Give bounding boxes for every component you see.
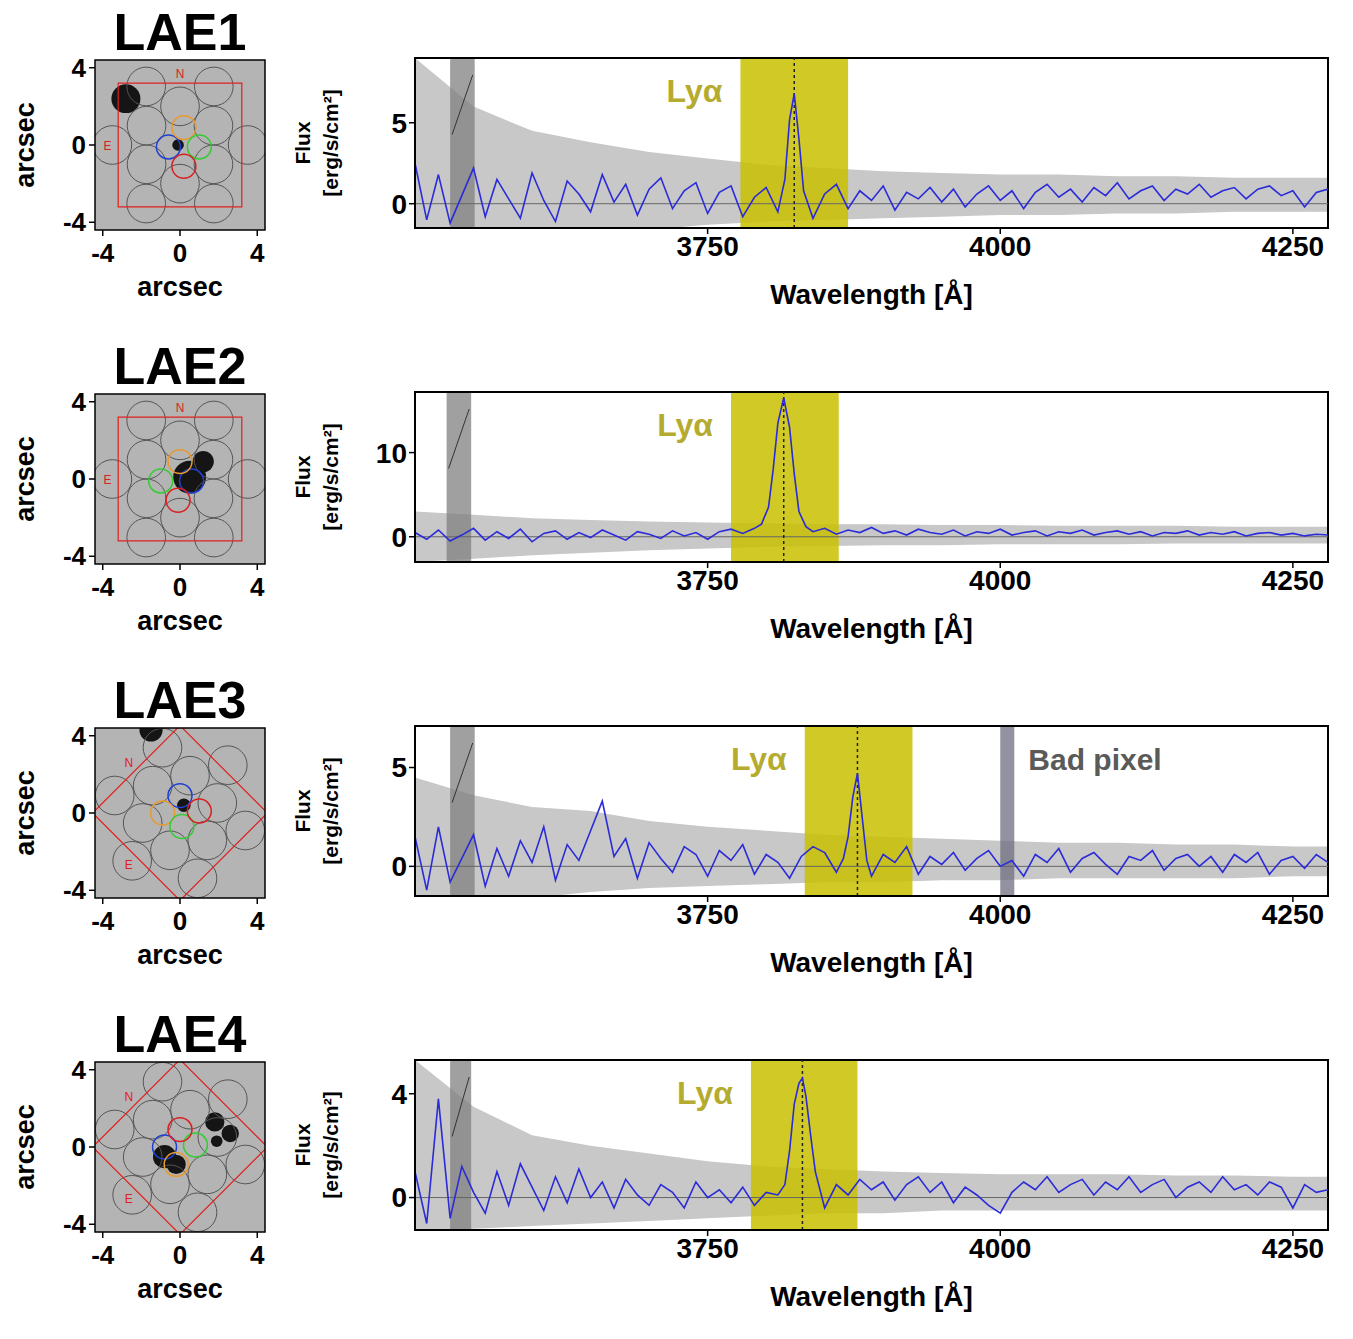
svg-text:Bad pixel: Bad pixel — [1028, 743, 1161, 776]
svg-text:0: 0 — [173, 1240, 187, 1270]
svg-text:0: 0 — [391, 522, 407, 553]
svg-text:0: 0 — [173, 572, 187, 602]
svg-text:0: 0 — [173, 906, 187, 936]
svg-text:Flux: Flux — [291, 121, 314, 164]
svg-text:0: 0 — [173, 238, 187, 268]
svg-text:0: 0 — [391, 1182, 407, 1213]
svg-text:arcsec: arcsec — [137, 1274, 223, 1304]
svg-text:[erg/s/cm²]: [erg/s/cm²] — [319, 1091, 342, 1198]
svg-text:arcsec: arcsec — [137, 940, 223, 970]
svg-text:arcsec: arcsec — [137, 606, 223, 636]
svg-text:LAE4: LAE4 — [114, 1005, 247, 1063]
svg-text:4000: 4000 — [969, 231, 1031, 262]
svg-text:4: 4 — [72, 1055, 87, 1085]
svg-text:E: E — [104, 473, 112, 487]
svg-text:0: 0 — [391, 189, 407, 220]
svg-text:4000: 4000 — [969, 565, 1031, 596]
svg-text:4250: 4250 — [1262, 899, 1324, 930]
svg-text:4: 4 — [250, 1240, 265, 1270]
svg-text:4250: 4250 — [1262, 565, 1324, 596]
svg-text:N: N — [176, 67, 185, 81]
svg-text:3750: 3750 — [676, 231, 738, 262]
svg-text:Wavelength [Å]: Wavelength [Å] — [770, 947, 973, 978]
svg-text:4000: 4000 — [969, 899, 1031, 930]
svg-text:-4: -4 — [63, 541, 87, 571]
svg-text:0: 0 — [72, 464, 86, 494]
svg-text:[erg/s/cm²]: [erg/s/cm²] — [319, 423, 342, 530]
svg-text:Lyα: Lyα — [667, 73, 723, 109]
svg-text:0: 0 — [72, 1132, 86, 1162]
svg-text:Flux: Flux — [291, 455, 314, 498]
svg-text:Wavelength [Å]: Wavelength [Å] — [770, 279, 973, 310]
svg-text:E: E — [104, 139, 112, 153]
svg-text:-4: -4 — [91, 906, 115, 936]
svg-text:4000: 4000 — [969, 1233, 1031, 1264]
svg-text:0: 0 — [391, 851, 407, 882]
svg-text:N: N — [124, 756, 133, 770]
svg-text:4250: 4250 — [1262, 1233, 1324, 1264]
svg-text:10: 10 — [376, 438, 407, 469]
svg-text:4: 4 — [72, 53, 87, 83]
svg-text:5: 5 — [391, 108, 407, 139]
svg-text:3750: 3750 — [676, 1233, 738, 1264]
svg-text:4: 4 — [391, 1079, 407, 1110]
svg-text:4: 4 — [250, 238, 265, 268]
svg-text:0: 0 — [72, 130, 86, 160]
svg-text:5: 5 — [391, 752, 407, 783]
svg-text:arcsec: arcsec — [10, 1104, 40, 1190]
svg-text:arcsec: arcsec — [137, 272, 223, 302]
svg-text:Wavelength [Å]: Wavelength [Å] — [770, 613, 973, 644]
svg-text:4: 4 — [250, 572, 265, 602]
svg-text:E: E — [125, 1192, 133, 1206]
svg-text:N: N — [176, 401, 185, 415]
svg-text:4250: 4250 — [1262, 231, 1324, 262]
svg-text:-4: -4 — [63, 207, 87, 237]
svg-text:LAE3: LAE3 — [114, 671, 247, 729]
svg-text:[erg/s/cm²]: [erg/s/cm²] — [319, 757, 342, 864]
svg-text:arcsec: arcsec — [10, 436, 40, 522]
svg-text:[erg/s/cm²]: [erg/s/cm²] — [319, 89, 342, 196]
svg-text:-4: -4 — [63, 1209, 87, 1239]
svg-text:Lyα: Lyα — [677, 1075, 733, 1111]
svg-text:E: E — [125, 858, 133, 872]
svg-text:Lyα: Lyα — [731, 741, 787, 777]
svg-text:LAE1: LAE1 — [114, 3, 247, 61]
svg-text:-4: -4 — [91, 572, 115, 602]
svg-text:LAE2: LAE2 — [114, 337, 247, 395]
svg-text:Lyα: Lyα — [657, 407, 713, 443]
svg-text:3750: 3750 — [676, 565, 738, 596]
svg-text:4: 4 — [72, 387, 87, 417]
svg-text:Flux: Flux — [291, 1123, 314, 1166]
svg-text:0: 0 — [72, 798, 86, 828]
svg-text:-4: -4 — [91, 1240, 115, 1270]
svg-text:-4: -4 — [63, 875, 87, 905]
svg-text:-4: -4 — [91, 238, 115, 268]
svg-text:Flux: Flux — [291, 789, 314, 832]
svg-text:4: 4 — [250, 906, 265, 936]
svg-text:Wavelength [Å]: Wavelength [Å] — [770, 1281, 973, 1312]
svg-text:3750: 3750 — [676, 899, 738, 930]
svg-text:arcsec: arcsec — [10, 102, 40, 188]
svg-text:arcsec: arcsec — [10, 770, 40, 856]
svg-text:4: 4 — [72, 721, 87, 751]
svg-text:N: N — [124, 1090, 133, 1104]
